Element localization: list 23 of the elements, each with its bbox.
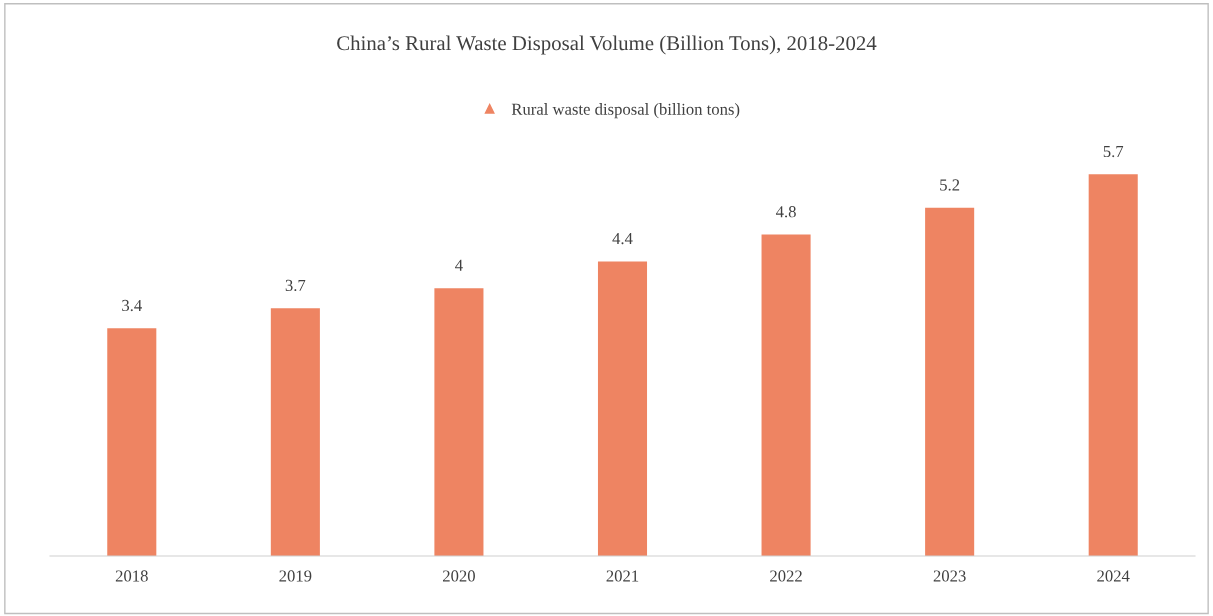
bar bbox=[925, 207, 975, 556]
bar bbox=[107, 328, 157, 556]
data-label: 4 bbox=[455, 259, 463, 271]
bar bbox=[434, 288, 484, 556]
x-tick-label: 2019 bbox=[279, 570, 312, 582]
data-label: 3.7 bbox=[285, 279, 306, 292]
bar bbox=[761, 234, 811, 556]
x-tick-label: 2024 bbox=[1097, 570, 1130, 582]
x-tick-label: 2018 bbox=[115, 570, 148, 582]
x-tick-label: 2021 bbox=[606, 570, 639, 582]
data-label: 4.8 bbox=[775, 206, 796, 218]
data-label: 3.4 bbox=[122, 299, 142, 312]
bar bbox=[270, 308, 320, 556]
x-tick-label: 2023 bbox=[933, 570, 966, 582]
data-label: 5.2 bbox=[940, 179, 960, 191]
data-label: 4.4 bbox=[612, 232, 633, 245]
x-tick-label: 2022 bbox=[770, 570, 802, 582]
chart-title: China’s Rural Waste Disposal Volume (Billion Tons), 2018-2024 bbox=[337, 35, 877, 55]
legend-label: Rural waste disposal (billion tons) bbox=[511, 103, 740, 119]
data-label: 5.7 bbox=[1103, 146, 1124, 158]
x-tick-label: 2020 bbox=[442, 570, 475, 582]
bar bbox=[597, 261, 648, 556]
bar bbox=[1088, 174, 1138, 556]
